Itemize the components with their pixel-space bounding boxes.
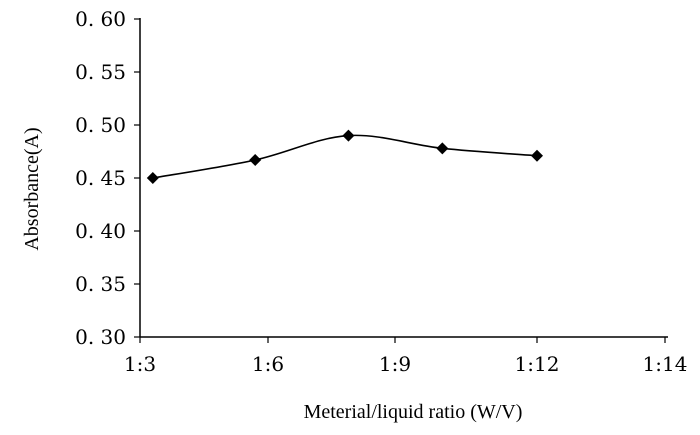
y-tick-label: 0. 40 [75,219,126,243]
x-tick-label: 1:6 [252,352,284,376]
y-axis-title: Absorbance(A) [21,127,43,250]
y-tick-label: 0. 45 [75,166,126,190]
data-point-marker [146,172,159,184]
x-ticks: 1:3 1:6 1:9 1:12 1:14 [124,337,688,376]
data-point-marker [436,142,449,155]
x-axis-title: Meterial/liquid ratio (W/V) [304,401,523,423]
data-point-marker [342,129,355,142]
series-line [152,134,538,179]
data-point-marker [531,149,543,162]
data-point-marker [249,153,262,166]
y-tick-label: 0. 30 [75,325,126,349]
x-tick-label: 1:3 [124,352,156,376]
y-tick-label: 0. 50 [75,113,126,137]
y-tick-label: 0. 60 [75,7,126,31]
series-layer [146,129,543,184]
x-tick-label: 1:9 [379,352,411,376]
x-tick-label: 1:14 [643,352,688,376]
y-tick-label: 0. 55 [75,60,126,84]
y-ticks: 0. 60 0. 55 0. 50 0. 45 0. 40 0. 35 0. 30 [75,7,140,349]
x-tick-label: 1:12 [515,352,560,376]
y-tick-label: 0. 35 [75,272,126,296]
